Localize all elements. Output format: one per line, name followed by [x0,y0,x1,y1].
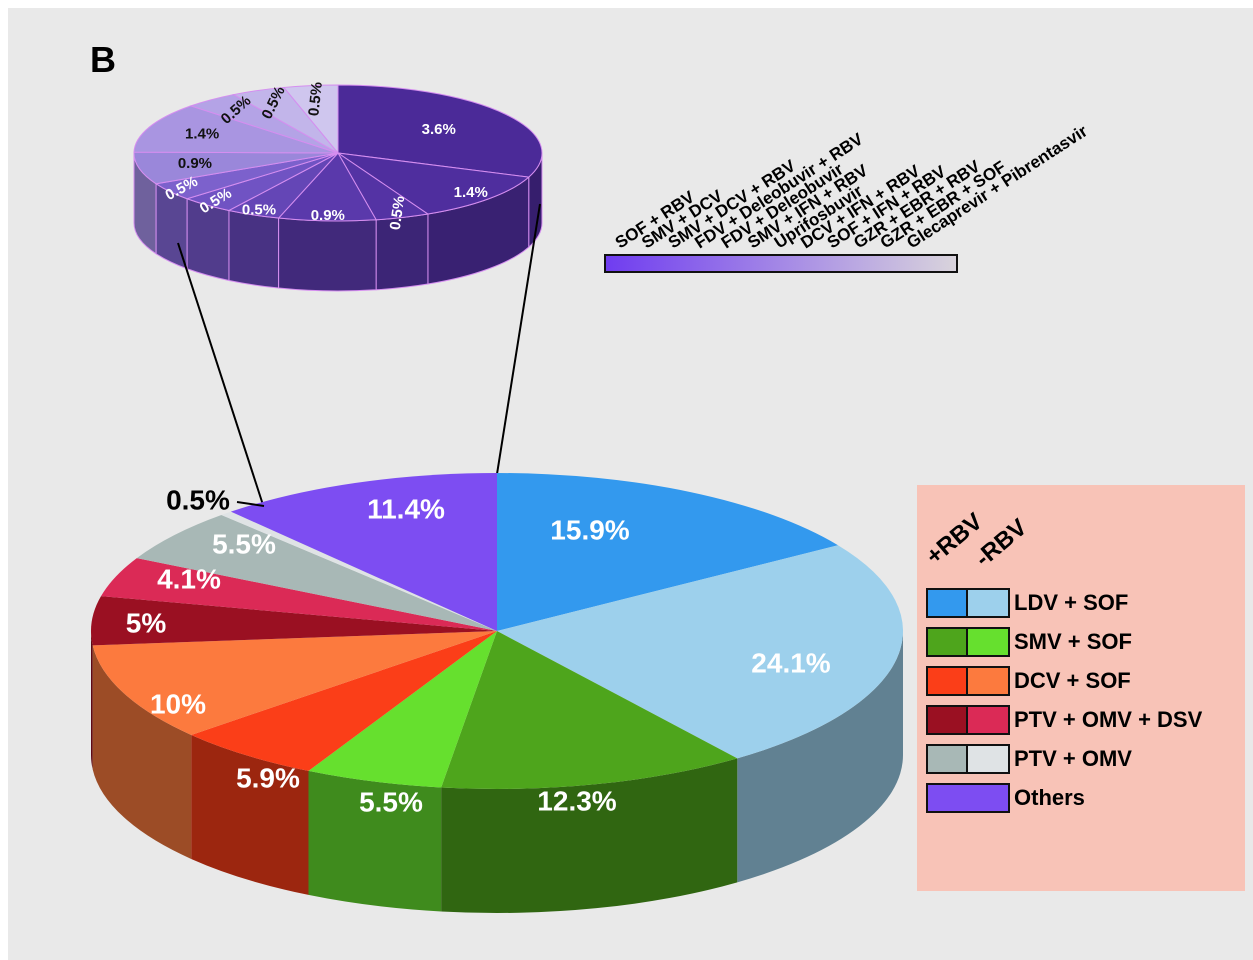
legend-item-ptv-omv: PTV + OMV [926,743,1132,775]
others-pie-label-dcv-ifn-rbv: 0.9% [178,155,212,172]
others-pie-label-smv-dcv-rbv: 0.5% [387,195,409,231]
zoom-connector-right [496,203,541,475]
legend-item-others: Others [926,782,1085,814]
main-pie-label-ptv-omv-dsv-rbv: 5% [126,607,167,638]
legend-item-ldv-sof: LDV + SOF [926,587,1128,619]
main-pie-side-dcv-sof-rbv [191,734,309,895]
main-pie-label-dcv-sof-rbv: 10% [150,688,206,719]
main-pie-slice-ptv-omv-rbv [136,514,497,631]
others-pie-label-fdv-deleobuvir-rbv: 0.9% [311,207,345,224]
legend-swatch-ptv-omv-dsv-minus-rbv [968,705,1010,735]
others-pie-side-fdv-deleobuvir-rbv [278,217,377,292]
figure-canvas: B 3.6% 1.4% 0.5% 0.9% 0.5% 0.5% 0.5% 0.9% 1.4% 0.… [8,8,1253,960]
others-pie-label-sof-rbv: 3.6% [422,121,456,138]
main-pie-slice-smv-sof-rbv [308,631,497,788]
others-pie-slice-sof-rbv [337,84,543,178]
others-color-scale-bar [604,254,958,273]
main-pie-label-ptv-omv-rbv: 0.5% [166,484,230,515]
others-pie-slice-smv-dcv [337,152,530,215]
others-pie-label-sof-ifn-rbv: 1.4% [185,125,219,142]
main-pie-slice-ldv-sof-rbv [497,545,904,759]
legend-swatch-ldv-sof-minus-rbv [968,588,1010,618]
main-pie-label-smv-sof-rbv: 12.3% [537,785,616,816]
legend-swatch-dcv-sof-minus-rbv [968,666,1010,696]
main-pie-slice-ptv-omv-rbv [221,511,497,631]
main-pie-slice-smv-sof-rbv [441,631,738,789]
zoom-connector-lines [177,203,541,509]
legend-item-smv-sof: SMV + SOF [926,626,1132,658]
main-pie-label-others: 11.4% [367,493,445,524]
legend-swatch-ldv-sof-plus-rbv [926,588,968,618]
main-pie-side-ptv-omv-dsv-rbv [91,631,93,770]
others-pie-slice-dcv-ifn-rbv [133,151,339,185]
main-pie-label-dcv-sof-rbv: 5.9% [236,762,300,793]
legend: +RBV -RBV LDV + SOF SMV + SOF DCV + SOF … [917,485,1245,891]
main-pie-side-dcv-sof-rbv [92,645,192,859]
main-pie-label-smv-sof-rbv: 5.5% [359,786,423,817]
main-regimen-pie: 15.9% 24.1% 12.3% 5.5% 5.9% 10% 5% 4.1% 5.5% 0.5%… [90,473,904,913]
legend-swatch-ptv-omv-dsv-plus-rbv [926,705,968,735]
main-pie-slice-dcv-sof-rbv [92,631,497,735]
legend-swatch-ptv-omv-minus-rbv [968,744,1010,774]
main-pie-label-ldv-sof-rbv: 24.1% [751,647,830,678]
main-pie-label-leader-line [236,501,265,507]
main-pie-slice-ptv-omv-dsv-rbv [101,558,498,631]
others-pie-slice-glecaprevir-pibrentasvir [282,84,339,155]
main-pie-side-smv-sof-rbv [441,758,738,913]
others-pie-label-glecaprevir-pibrentasvir: 0.5% [305,81,325,117]
main-pie-side-smv-sof-rbv [308,770,442,912]
legend-label-ptv-omv: PTV + OMV [1014,746,1132,771]
panel-label: B [90,39,116,80]
pie-charts-figure: B 3.6%1.4%0.5%0.9%0.5%0.5%0.5%0.9%1.4%0.… [90,39,1091,913]
legend-item-ptv-omv-dsv: PTV + OMV + DSV [926,704,1202,736]
legend-item-dcv-sof: DCV + SOF [926,665,1131,697]
others-pie-label-fdv-deleobuvir: 0.5% [242,201,276,218]
others-breakdown-pie: 3.6%1.4%0.5%0.9%0.5%0.5%0.5%0.9%1.4%0.5%… [133,81,543,292]
main-pie-label-ptv-omv-rbv: 5.5% [212,528,276,559]
zoom-connector-left [177,242,265,509]
legend-swatch-ptv-omv-plus-rbv [926,744,968,774]
legend-swatch-dcv-sof-plus-rbv [926,666,968,696]
main-pie-label-ldv-sof-rbv: 15.9% [550,514,629,545]
legend-label-smv-sof: SMV + SOF [1014,629,1132,654]
legend-label-ptv-omv-dsv: PTV + OMV + DSV [1014,707,1203,732]
others-pie-slice-sof-ifn-rbv [133,105,339,154]
legend-swatch-others [926,783,1010,813]
legend-swatch-smv-sof-minus-rbv [968,627,1010,657]
legend-label-others: Others [1014,785,1085,810]
main-pie-slice-ldv-sof-rbv [497,473,838,631]
legend-swatch-smv-sof-plus-rbv [926,627,968,657]
others-pie-label-smv-dcv: 1.4% [454,184,488,201]
main-pie-slice-ptv-omv-dsv-rbv [90,596,497,646]
main-pie-side-ldv-sof-rbv [737,631,903,883]
legend-label-ldv-sof: LDV + SOF [1014,590,1129,615]
others-pie-side-fdv-deleobuvir [228,209,280,289]
main-pie-slice-dcv-sof-rbv [191,631,497,771]
legend-label-dcv-sof: DCV + SOF [1014,668,1131,693]
others-pie-slice-fdv-deleobuvir-rbv [277,152,377,222]
main-pie-slice-others [230,473,498,631]
main-pie-label-ptv-omv-dsv-rbv: 4.1% [157,563,221,594]
